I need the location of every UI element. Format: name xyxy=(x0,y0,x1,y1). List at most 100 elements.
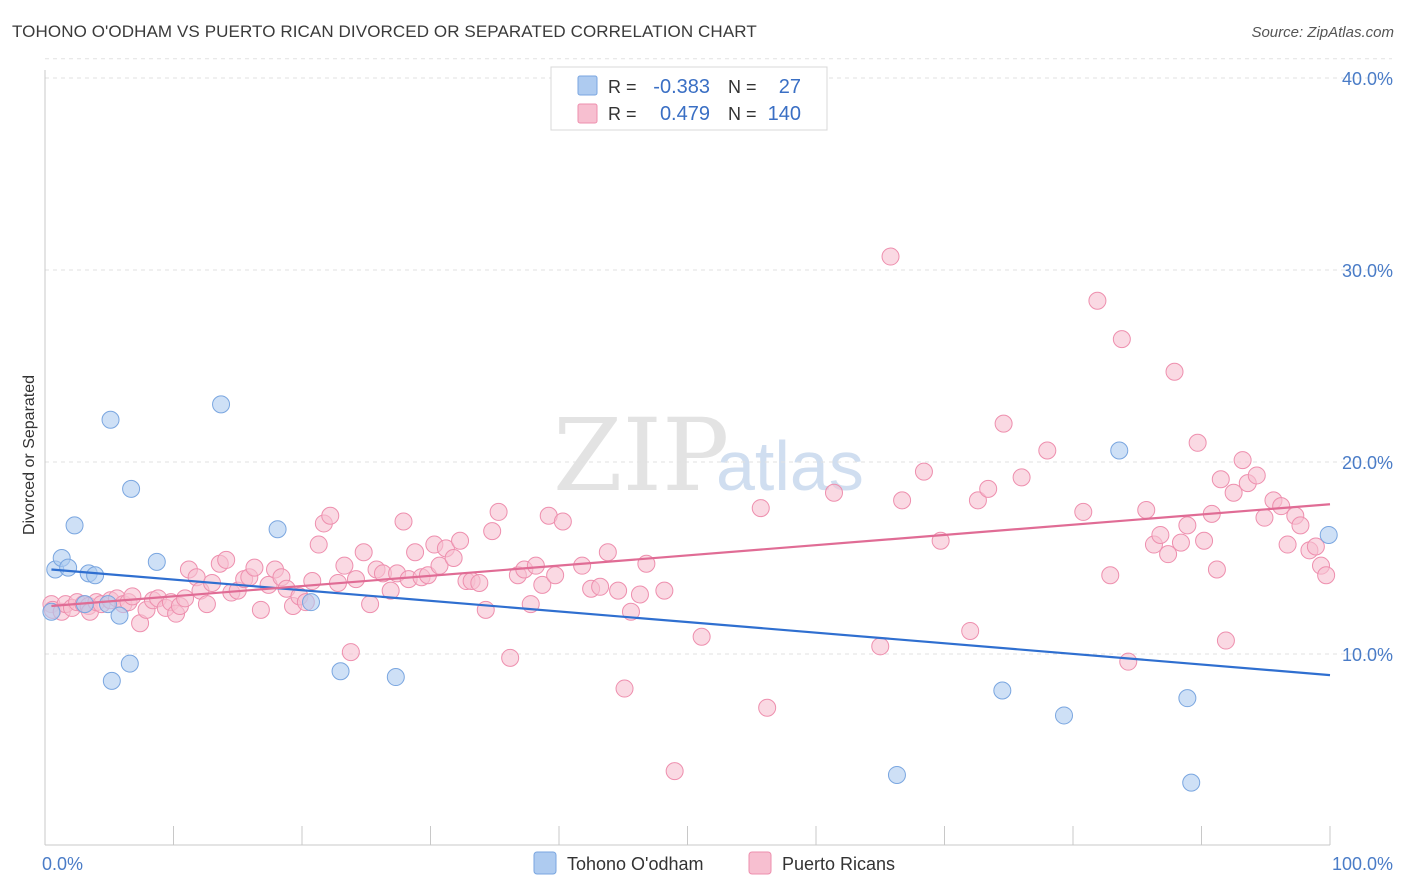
legend-n-label-1: N = xyxy=(728,77,757,97)
puerto-rican-point xyxy=(573,556,592,575)
puerto-rican-point xyxy=(692,627,711,646)
bottom-legend-swatch-puerto-rican xyxy=(748,851,772,875)
puerto-rican-point xyxy=(526,556,545,575)
y-tick-label: 10.0% xyxy=(1342,645,1393,665)
puerto-rican-point xyxy=(1317,566,1336,585)
y-tick-labels: 10.0% 20.0% 30.0% 40.0% xyxy=(1342,69,1393,665)
puerto-rican-point xyxy=(914,462,933,481)
chart-title: TOHONO O'ODHAM VS PUERTO RICAN DIVORCED … xyxy=(12,22,757,41)
x-tick-label-end: 100.0% xyxy=(1332,854,1393,874)
puerto-rican-point xyxy=(655,581,674,600)
legend-n-label-2: N = xyxy=(728,104,757,124)
source-label: Source: ZipAtlas.com xyxy=(1251,24,1394,41)
puerto-rican-point xyxy=(1178,516,1197,535)
x-tick-label-start: 0.0% xyxy=(42,854,83,874)
legend-r-value-2: 0.479 xyxy=(660,103,710,125)
puerto-rican-point xyxy=(406,543,425,562)
puerto-rican-point xyxy=(1171,533,1190,552)
bottom-legend-label-tohono: Tohono O'odham xyxy=(567,854,704,874)
tohono-point xyxy=(101,410,120,429)
puerto-rican-point xyxy=(381,581,400,600)
tohono-point xyxy=(1182,773,1201,792)
puerto-rican-point xyxy=(1278,535,1297,554)
puerto-rican-point xyxy=(1101,566,1120,585)
puerto-rican-point xyxy=(979,479,998,498)
puerto-rican-point xyxy=(501,648,520,667)
puerto-rican-point xyxy=(758,698,777,717)
puerto-rican-point xyxy=(1255,508,1274,527)
puerto-rican-point xyxy=(533,575,552,594)
puerto-rican-point xyxy=(217,550,236,569)
puerto-rican-point xyxy=(303,572,322,591)
puerto-rican-point xyxy=(451,531,470,550)
puerto-rican-point xyxy=(1211,470,1230,489)
y-tick-label: 30.0% xyxy=(1342,261,1393,281)
puerto-rican-point xyxy=(824,483,843,502)
puerto-rican-point xyxy=(1012,468,1031,487)
tohono-point xyxy=(102,671,121,690)
puerto-rican-point xyxy=(354,543,373,562)
tohono-point xyxy=(59,558,78,577)
x-tick-labels: 0.0% 100.0% xyxy=(42,854,1393,874)
legend-r-label-2: R = xyxy=(608,104,637,124)
puerto-rican-point xyxy=(1112,330,1131,349)
puerto-rican-point xyxy=(341,643,360,662)
puerto-rican-point xyxy=(470,573,489,592)
tohono-point xyxy=(110,606,129,625)
series-legend: Tohono O'odham Puerto Ricans xyxy=(533,851,895,875)
bottom-legend-label-puerto-rican: Puerto Ricans xyxy=(782,854,895,874)
puerto-rican-point xyxy=(1306,537,1325,556)
puerto-rican-point xyxy=(245,558,264,577)
puerto-rican-point xyxy=(598,543,617,562)
tohono-point xyxy=(1055,706,1074,725)
puerto-rican-point xyxy=(1207,560,1226,579)
watermark-zip: ZIP xyxy=(553,397,729,514)
puerto-rican-point xyxy=(1291,516,1310,535)
puerto-rican-point xyxy=(591,577,610,596)
tohono-point xyxy=(147,552,166,571)
legend-swatch-tohono xyxy=(577,75,598,96)
puerto-rican-point xyxy=(1088,291,1107,310)
puerto-rican-point xyxy=(994,414,1013,433)
tohono-point xyxy=(993,681,1012,700)
puerto-rican-point xyxy=(1233,451,1252,470)
legend-r-value-1: -0.383 xyxy=(653,76,710,98)
puerto-rican-point xyxy=(546,566,565,585)
puerto-rican-point xyxy=(1224,483,1243,502)
puerto-rican-point xyxy=(176,589,195,608)
puerto-rican-point xyxy=(483,522,502,541)
puerto-rican-point xyxy=(1188,433,1207,452)
puerto-rican-point xyxy=(1159,545,1178,564)
tohono-point xyxy=(212,395,231,414)
puerto-rican-point xyxy=(630,585,649,604)
tohono-trend-line xyxy=(51,568,1331,677)
legend-n-value-2: 140 xyxy=(768,103,801,125)
axes xyxy=(44,70,1331,846)
puerto-rican-point xyxy=(615,679,634,698)
puerto-rican-point xyxy=(893,491,912,510)
puerto-rican-point xyxy=(335,556,354,575)
puerto-rican-point xyxy=(444,549,463,567)
puerto-rican-point xyxy=(123,587,142,606)
puerto-rican-point xyxy=(553,512,572,531)
puerto-rican-point xyxy=(346,570,365,589)
puerto-rican-point xyxy=(197,595,216,614)
puerto-rican-point xyxy=(751,499,770,518)
puerto-rican-point xyxy=(1195,531,1214,550)
puerto-rican-point xyxy=(1247,466,1266,485)
puerto-rican-point xyxy=(1038,441,1057,460)
legend-swatch-puerto-rican xyxy=(577,103,598,124)
correlation-legend: R = -0.383 N = 27 R = 0.479 N = 140 xyxy=(550,66,828,131)
puerto-rican-point xyxy=(609,581,628,600)
tohono-point xyxy=(98,595,117,614)
y-tick-label: 20.0% xyxy=(1342,453,1393,473)
puerto-rican-point xyxy=(1151,525,1170,544)
puerto-rican-point xyxy=(665,762,684,781)
tohono-point xyxy=(1319,525,1338,544)
data-points xyxy=(42,247,1338,792)
tohono-point xyxy=(1178,689,1197,708)
tohono-point xyxy=(301,593,320,612)
puerto-rican-point xyxy=(1137,501,1156,519)
tohono-point xyxy=(42,602,61,621)
tohono-point xyxy=(331,662,350,681)
